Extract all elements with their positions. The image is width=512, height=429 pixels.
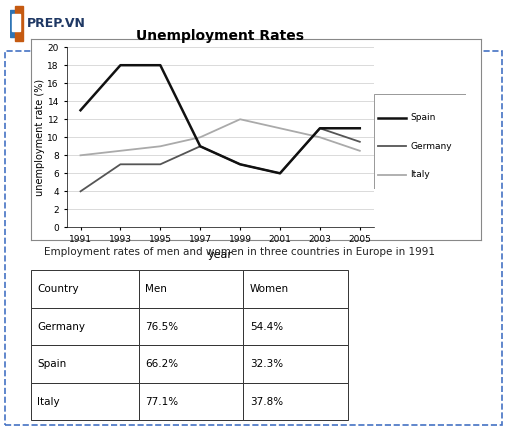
Title: Unemployment Rates: Unemployment Rates xyxy=(136,29,304,43)
Text: Spain: Spain xyxy=(411,114,436,122)
Text: Men: Men xyxy=(145,284,167,294)
Bar xyxy=(139,308,243,345)
Bar xyxy=(12,14,20,31)
Bar xyxy=(243,383,348,420)
Text: Country: Country xyxy=(37,284,79,294)
Bar xyxy=(243,308,348,345)
Y-axis label: unemployment rate (%): unemployment rate (%) xyxy=(35,79,45,196)
Bar xyxy=(243,270,348,308)
Bar xyxy=(10,10,19,37)
Text: 76.5%: 76.5% xyxy=(145,322,178,332)
X-axis label: year: year xyxy=(208,250,232,260)
Text: 32.3%: 32.3% xyxy=(250,359,283,369)
Text: 54.4%: 54.4% xyxy=(250,322,283,332)
Bar xyxy=(15,6,24,41)
Text: 77.1%: 77.1% xyxy=(145,397,178,407)
Bar xyxy=(139,270,243,308)
Text: Italy: Italy xyxy=(37,397,60,407)
Bar xyxy=(139,383,243,420)
Text: Italy: Italy xyxy=(411,170,431,179)
Bar xyxy=(31,270,139,308)
Bar xyxy=(31,383,139,420)
Text: PREP.VN: PREP.VN xyxy=(27,17,86,30)
Bar xyxy=(31,345,139,383)
Bar xyxy=(139,345,243,383)
Text: Germany: Germany xyxy=(411,142,452,151)
Text: Employment rates of men and women in three countries in Europe in 1991: Employment rates of men and women in thr… xyxy=(44,247,435,257)
Text: Spain: Spain xyxy=(37,359,67,369)
Text: Women: Women xyxy=(250,284,289,294)
Bar xyxy=(243,345,348,383)
Text: Germany: Germany xyxy=(37,322,85,332)
Bar xyxy=(31,308,139,345)
Text: 66.2%: 66.2% xyxy=(145,359,178,369)
Text: 37.8%: 37.8% xyxy=(250,397,283,407)
